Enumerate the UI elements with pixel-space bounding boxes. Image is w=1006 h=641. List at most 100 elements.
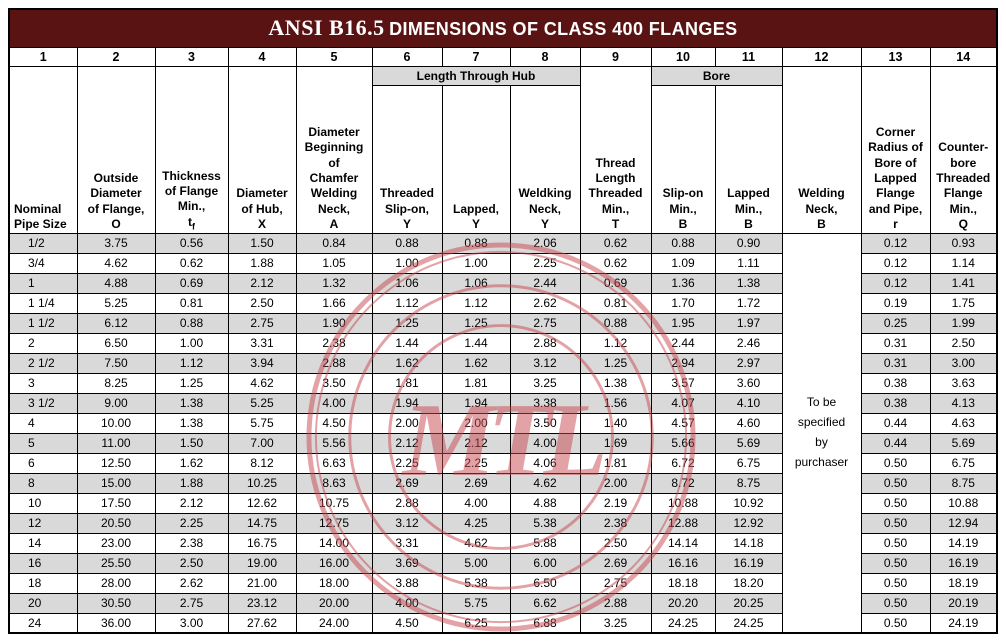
welding-neck-note-cell: To be specified by purchaser (781, 232, 862, 634)
pipe-size-cell: 10 (8, 492, 78, 514)
data-cell: 3.12 (371, 512, 443, 534)
data-cell: 3.12 (509, 352, 581, 374)
column-number: 9 (579, 46, 652, 67)
data-cell: 23.12 (227, 592, 297, 614)
data-cell: 3.75 (76, 232, 156, 254)
data-cell: 1.05 (295, 252, 373, 274)
data-cell: 1.62 (371, 352, 443, 374)
column-number-row: 1 2 3 4 5 6 7 8 9 10 11 12 13 14 (8, 46, 998, 67)
data-cell: 0.81 (579, 292, 652, 314)
data-cell: 0.50 (860, 452, 931, 474)
data-cell: 8.72 (650, 472, 716, 494)
column-number: 13 (860, 46, 931, 67)
data-cell: 12.50 (76, 452, 156, 474)
data-cell: 2.25 (441, 452, 511, 474)
data-cell: 4.25 (441, 512, 511, 534)
data-cell: 1.38 (154, 392, 229, 414)
data-cell: 0.50 (860, 532, 931, 554)
data-cell: 2.62 (509, 292, 581, 314)
data-cell: 1.62 (441, 352, 511, 374)
data-cell: 4.57 (650, 412, 716, 434)
data-cell: 6.75 (714, 452, 783, 474)
pipe-size-cell: 18 (8, 572, 78, 594)
data-cell: 0.19 (860, 292, 931, 314)
data-cell: 1.44 (441, 332, 511, 354)
group-header-bore: Bore (650, 65, 783, 86)
title-row: ANSI B16.5 DIMENSIONS OF CLASS 400 FLANG… (8, 8, 998, 48)
pipe-size-cell: 14 (8, 532, 78, 554)
data-cell: 5.69 (929, 432, 998, 454)
data-cell: 18.18 (650, 572, 716, 594)
data-cell: 10.00 (76, 412, 156, 434)
data-cell: 28.00 (76, 572, 156, 594)
data-cell: 14.19 (929, 532, 998, 554)
data-cell: 2.00 (371, 412, 443, 434)
data-cell: 30.50 (76, 592, 156, 614)
data-cell: 1.62 (154, 452, 229, 474)
pipe-size-cell: 16 (8, 552, 78, 574)
data-cell: 23.00 (76, 532, 156, 554)
data-cell: 24.25 (650, 612, 716, 634)
pipe-size-cell: 4 (8, 412, 78, 434)
data-cell: 5.66 (650, 432, 716, 454)
data-cell: 1.41 (929, 272, 998, 294)
data-cell: 8.12 (227, 452, 297, 474)
data-cell: 0.12 (860, 272, 931, 294)
table-body: 1/2 3.75 0.56 1.50 0.84 0.88 0.88 2.06 0.62 0.88 0… (8, 232, 998, 634)
data-cell: 3.25 (509, 372, 581, 394)
data-cell: 14.14 (650, 532, 716, 554)
pipe-size-cell: 8 (8, 472, 78, 494)
data-cell: 2.69 (371, 472, 443, 494)
data-cell: 3.31 (371, 532, 443, 554)
data-cell: 0.62 (579, 252, 652, 274)
data-cell: 0.84 (295, 232, 373, 254)
data-cell: 1.25 (154, 372, 229, 394)
pipe-size-cell: 1 1/2 (8, 312, 78, 334)
header-threaded-slipon-y: Threaded Slip-on, Y (371, 84, 443, 234)
data-cell: 0.44 (860, 412, 931, 434)
data-cell: 19.00 (227, 552, 297, 574)
data-cell: 2.62 (154, 572, 229, 594)
data-cell: 1.25 (579, 352, 652, 374)
data-cell: 0.50 (860, 492, 931, 514)
data-cell: 5.69 (714, 432, 783, 454)
data-cell: 4.88 (76, 272, 156, 294)
data-cell: 1.56 (579, 392, 652, 414)
data-cell: 5.38 (509, 512, 581, 534)
data-cell: 10.25 (227, 472, 297, 494)
data-cell: 0.50 (860, 512, 931, 534)
column-number: 4 (227, 46, 297, 67)
data-cell: 1.97 (714, 312, 783, 334)
data-cell: 0.25 (860, 312, 931, 334)
pipe-size-cell: 3 1/2 (8, 392, 78, 414)
data-cell: 2.38 (295, 332, 373, 354)
data-cell: 0.69 (154, 272, 229, 294)
group-header-row: Nominal Pipe Size Outside Diameter of Fl… (8, 65, 998, 234)
data-cell: 6.12 (76, 312, 156, 334)
data-cell: 3.00 (929, 352, 998, 374)
column-number: 8 (509, 46, 581, 67)
data-cell: 5.25 (227, 392, 297, 414)
data-cell: 1.25 (371, 312, 443, 334)
data-cell: 2.94 (650, 352, 716, 374)
data-cell: 1.44 (371, 332, 443, 354)
data-cell: 0.31 (860, 352, 931, 374)
header-slipon-bore: Slip-on Min., B (650, 84, 716, 234)
data-cell: 2.00 (441, 412, 511, 434)
table-title: ANSI B16.5 DIMENSIONS OF CLASS 400 FLANG… (8, 8, 998, 48)
data-cell: 16.16 (650, 552, 716, 574)
data-cell: 6.25 (441, 612, 511, 634)
data-cell: 7.00 (227, 432, 297, 454)
data-cell: 5.56 (295, 432, 373, 454)
data-cell: 16.75 (227, 532, 297, 554)
column-number: 7 (441, 46, 511, 67)
data-cell: 4.13 (929, 392, 998, 414)
data-cell: 4.88 (509, 492, 581, 514)
data-cell: 3.25 (579, 612, 652, 634)
data-cell: 20.25 (714, 592, 783, 614)
data-cell: 2.50 (929, 332, 998, 354)
pipe-size-cell: 3/4 (8, 252, 78, 274)
data-cell: 4.10 (714, 392, 783, 414)
data-cell: 16.19 (929, 552, 998, 574)
data-cell: 1.12 (441, 292, 511, 314)
